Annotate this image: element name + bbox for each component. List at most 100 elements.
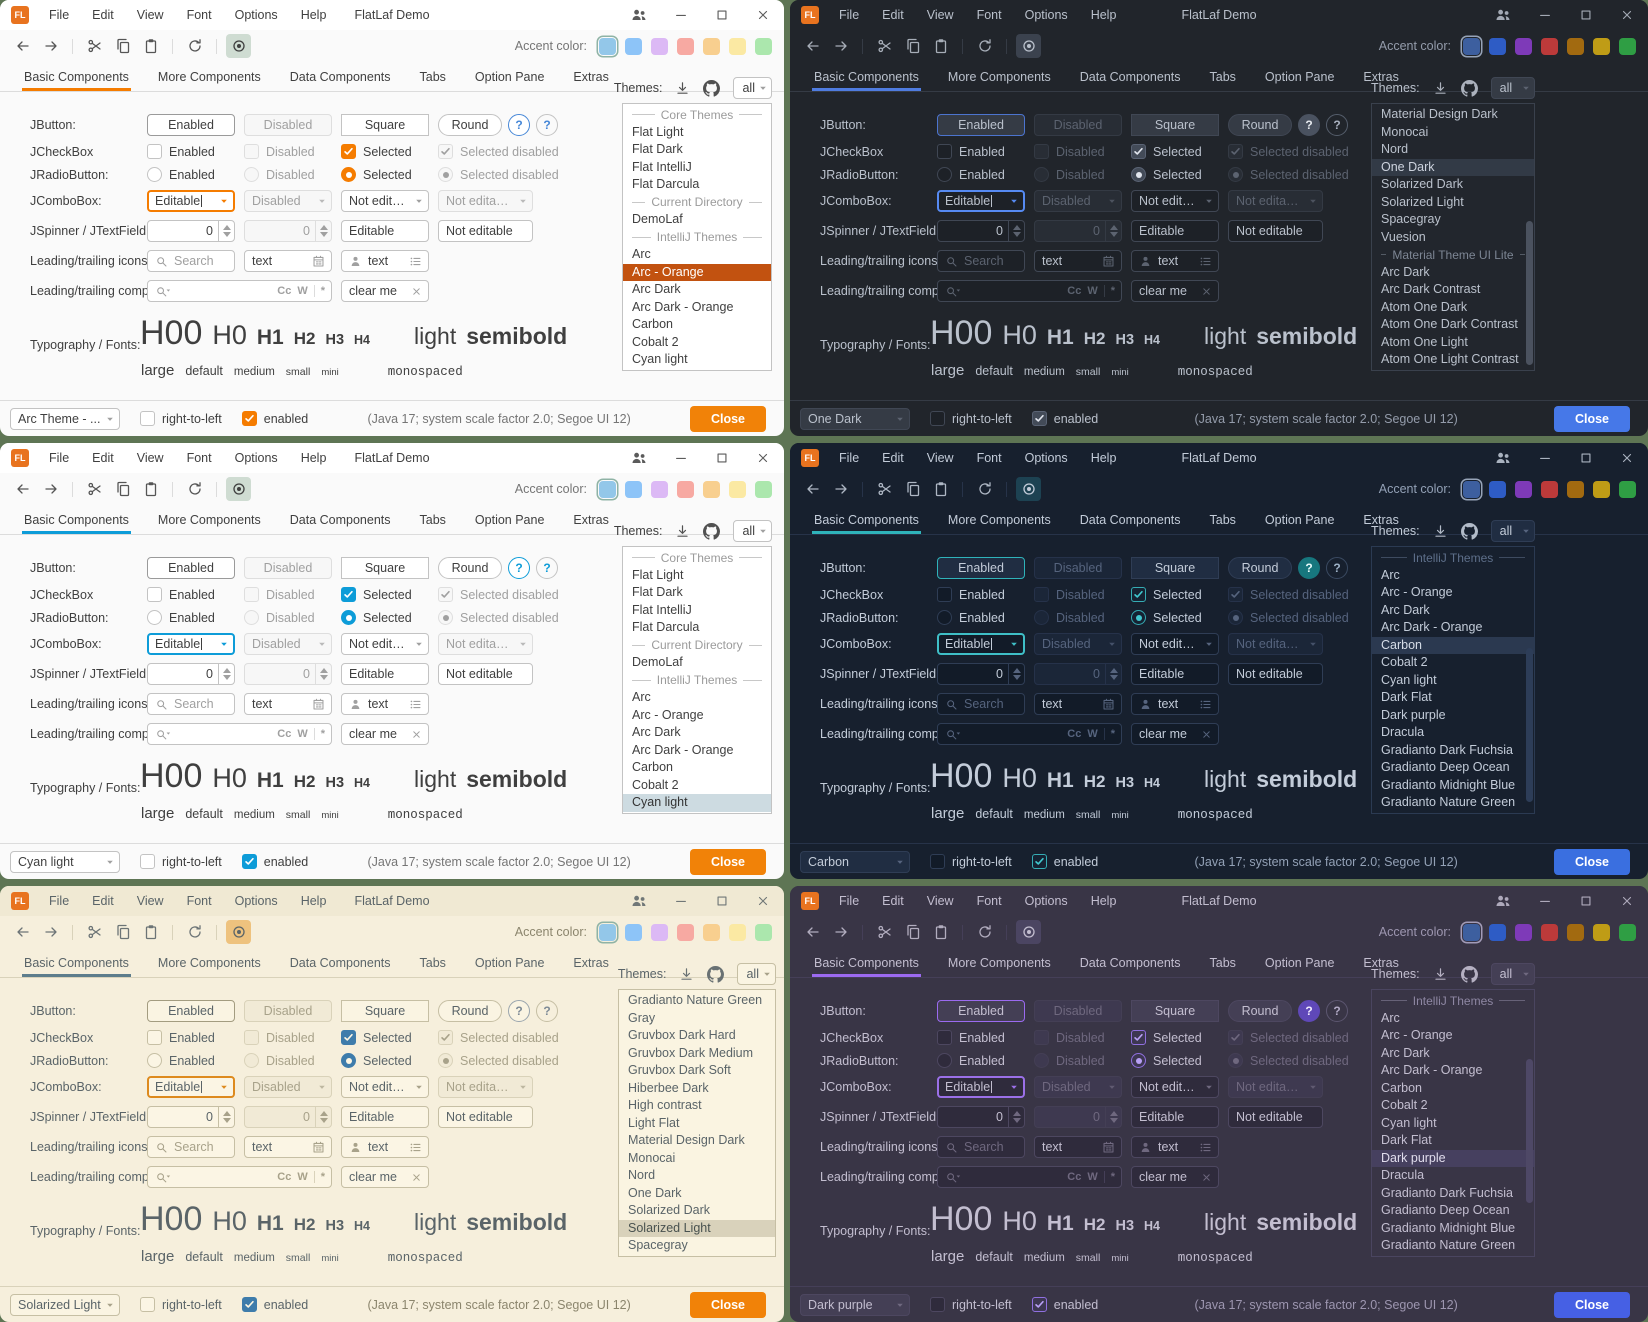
combobox-not-editable[interactable]: Not editable: [341, 1076, 429, 1098]
chevron-down-icon[interactable]: [215, 196, 233, 206]
back-icon[interactable]: [800, 34, 825, 58]
help-button-filled[interactable]: ?: [1298, 1000, 1320, 1022]
theme-list-item[interactable]: Cobalt 2: [1381, 1098, 1428, 1112]
combobox-editable[interactable]: Editable: [147, 1076, 235, 1098]
menu-edit[interactable]: Edit: [92, 894, 114, 908]
jbutton-square[interactable]: Square: [341, 1000, 429, 1022]
jbutton-square[interactable]: Square: [1131, 114, 1219, 136]
clear-icon[interactable]: [1201, 1172, 1212, 1183]
chevron-down-icon[interactable]: [215, 1082, 233, 1092]
forward-icon[interactable]: [828, 920, 853, 944]
accent-swatch-2[interactable]: [1489, 37, 1506, 55]
accent-swatch-4[interactable]: [677, 480, 694, 498]
search-options-input[interactable]: [967, 727, 1062, 741]
show-toggle-icon[interactable]: [1016, 920, 1041, 944]
theme-list-item[interactable]: Dark Flat: [623, 369, 771, 371]
theme-list-scrollbar[interactable]: [1526, 648, 1533, 803]
theme-list-item[interactable]: Cyan light: [623, 794, 771, 812]
maximize-button[interactable]: [1579, 8, 1593, 22]
theme-list-item[interactable]: Carbon: [1381, 1080, 1422, 1095]
combobox-not-editable[interactable]: Not editable: [1131, 1076, 1219, 1098]
theme-list-item[interactable]: Flat Darcula: [632, 177, 700, 191]
user-field[interactable]: text: [1131, 693, 1219, 715]
clear-icon[interactable]: [411, 286, 422, 297]
tab-data-components[interactable]: Data Components: [289, 512, 391, 527]
close-button[interactable]: Close: [690, 848, 766, 875]
chevron-down-icon[interactable]: [410, 196, 428, 206]
jbutton-enabled[interactable]: Enabled: [147, 557, 235, 579]
textfield-editable[interactable]: Editable: [341, 663, 429, 685]
users-icon[interactable]: [1495, 7, 1511, 23]
close-button[interactable]: Close: [1554, 1291, 1630, 1318]
help-button-outline[interactable]: ?: [1326, 1000, 1348, 1022]
download-icon[interactable]: [1433, 81, 1448, 96]
help-button-outline[interactable]: ?: [1326, 557, 1348, 579]
theme-list-item[interactable]: Solarized Light: [1381, 194, 1464, 209]
search-input[interactable]: [174, 1140, 228, 1154]
theme-filter-combo[interactable]: all: [1490, 77, 1535, 99]
search-menu-icon[interactable]: [945, 728, 961, 741]
github-icon[interactable]: [1460, 965, 1478, 983]
theme-list-item[interactable]: Arc Dark: [1381, 264, 1430, 279]
menu-help[interactable]: Help: [300, 894, 327, 908]
refresh-icon[interactable]: [182, 920, 207, 944]
match-case-icon[interactable]: Cc: [277, 285, 292, 297]
close-button[interactable]: Close: [1554, 848, 1630, 875]
accent-swatch-5[interactable]: [703, 923, 720, 941]
tab-data-components[interactable]: Data Components: [289, 955, 391, 970]
minimize-button[interactable]: [674, 8, 688, 22]
tab-basic-components[interactable]: Basic Components: [22, 505, 131, 534]
theme-list-item[interactable]: Dracula: [1381, 1168, 1425, 1182]
theme-list-item[interactable]: Atom One Light: [1381, 334, 1468, 349]
theme-list-item[interactable]: Light Flat: [628, 1115, 680, 1130]
accent-swatch-4[interactable]: [1541, 923, 1558, 941]
accent-swatch-3[interactable]: [1515, 480, 1532, 498]
copy-icon[interactable]: [900, 477, 925, 501]
back-icon[interactable]: [800, 477, 825, 501]
spinner[interactable]: 0: [937, 1106, 1025, 1128]
paste-icon[interactable]: [138, 477, 163, 501]
theme-list-scrollbar[interactable]: [1526, 221, 1533, 365]
accent-swatch-3[interactable]: [651, 37, 668, 55]
accent-swatch-3[interactable]: [651, 480, 668, 498]
help-button-outline[interactable]: ?: [536, 557, 558, 579]
refresh-icon[interactable]: [972, 920, 997, 944]
regex-icon[interactable]: *: [320, 285, 325, 297]
menu-help[interactable]: Help: [300, 8, 327, 22]
chevron-down-icon[interactable]: [410, 1082, 428, 1092]
search-menu-icon[interactable]: [155, 285, 171, 298]
close-button[interactable]: Close: [690, 405, 766, 432]
menu-options[interactable]: Options: [234, 451, 278, 465]
theme-list-item[interactable]: Arc - Orange: [623, 263, 771, 281]
combobox-editable[interactable]: Editable: [147, 633, 235, 655]
clearable-field[interactable]: clear me: [341, 1166, 429, 1188]
users-icon[interactable]: [1495, 450, 1511, 466]
accent-swatch-1[interactable]: [1463, 923, 1480, 941]
tab-more-components[interactable]: More Components: [157, 69, 261, 84]
checkbox-selected[interactable]: Selected: [1131, 1030, 1219, 1045]
cut-icon[interactable]: [872, 34, 897, 58]
theme-selector-combo[interactable]: Arc Theme - ...: [10, 407, 120, 430]
menu-options[interactable]: Options: [1024, 8, 1068, 22]
clearable-field[interactable]: clear me: [1131, 1166, 1219, 1188]
theme-list-item[interactable]: Gradianto Nature Green: [1381, 795, 1516, 809]
back-icon[interactable]: [800, 920, 825, 944]
tab-extras[interactable]: Extras: [573, 955, 609, 970]
enabled-checkbox[interactable]: enabled: [241, 411, 308, 426]
theme-list-item[interactable]: High contrast: [628, 1098, 702, 1112]
chevron-down-icon[interactable]: [1200, 639, 1218, 649]
accent-swatch-7[interactable]: [755, 37, 772, 55]
radio-selected[interactable]: Selected: [1131, 610, 1219, 625]
jbutton-round[interactable]: Round: [1228, 114, 1292, 136]
refresh-icon[interactable]: [182, 34, 207, 58]
show-toggle-icon[interactable]: [226, 920, 251, 944]
list-icon[interactable]: [409, 255, 422, 268]
accent-swatch-2[interactable]: [625, 480, 642, 498]
spinner[interactable]: 0: [937, 663, 1025, 685]
theme-list-item[interactable]: Material Design Dark: [628, 1133, 745, 1147]
right-to-left-checkbox[interactable]: right-to-left: [930, 411, 1012, 426]
radio-selected[interactable]: Selected: [1131, 1053, 1219, 1068]
minimize-button[interactable]: [674, 894, 688, 908]
accent-swatch-6[interactable]: [1593, 37, 1610, 55]
cut-icon[interactable]: [82, 920, 107, 944]
